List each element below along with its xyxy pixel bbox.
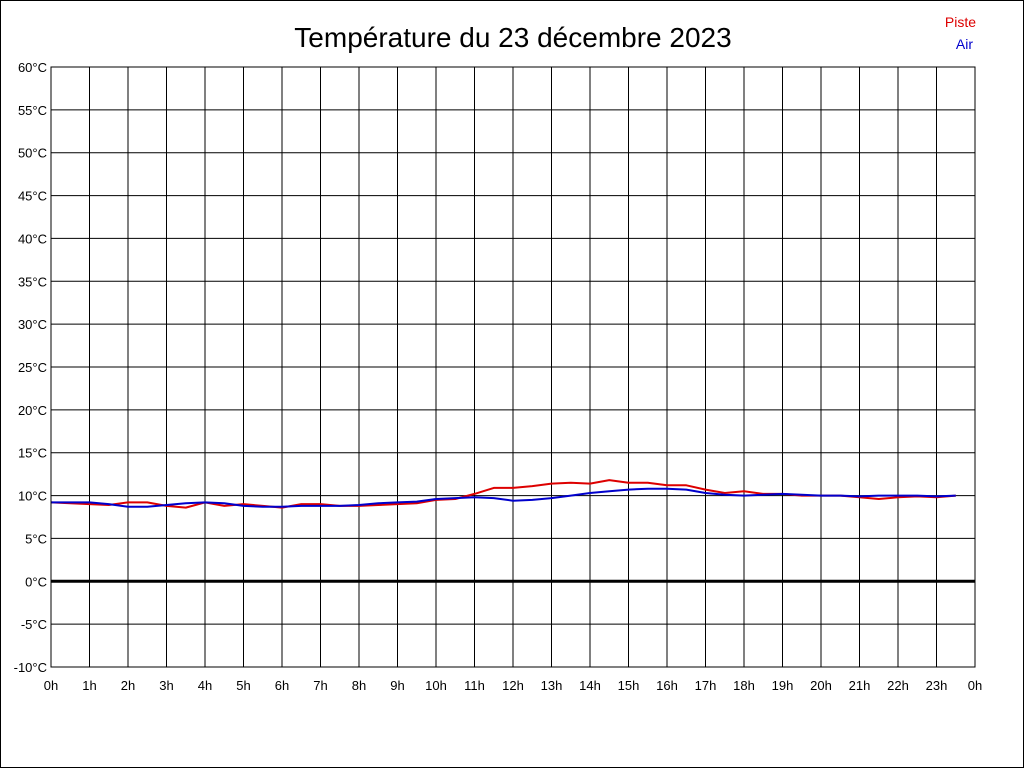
x-tick-label: 17h bbox=[695, 678, 717, 693]
y-tick-label: 5°C bbox=[25, 531, 47, 546]
x-tick-label: 14h bbox=[579, 678, 601, 693]
legend-entry-air: Air bbox=[956, 36, 973, 52]
grid bbox=[50, 66, 976, 668]
x-tick-label: 11h bbox=[464, 678, 485, 693]
x-tick-label: 1h bbox=[82, 678, 96, 693]
x-tick-label: 7h bbox=[313, 678, 327, 693]
x-tick-label: 3h bbox=[159, 678, 173, 693]
y-tick-label: 40°C bbox=[18, 231, 47, 246]
x-tick-label: 20h bbox=[810, 678, 832, 693]
x-tick-label: 10h bbox=[425, 678, 447, 693]
y-tick-label: 0°C bbox=[25, 574, 47, 589]
x-tick-label: 13h bbox=[541, 678, 563, 693]
y-tick-label: 60°C bbox=[18, 60, 47, 75]
y-tick-label: 25°C bbox=[18, 360, 47, 375]
legend: Piste Air bbox=[945, 14, 976, 52]
x-tick-label: 0h bbox=[968, 678, 982, 693]
x-tick-label: 23h bbox=[926, 678, 948, 693]
x-tick-label: 4h bbox=[198, 678, 212, 693]
y-tick-label: 55°C bbox=[18, 103, 47, 118]
x-tick-label: 0h bbox=[44, 678, 58, 693]
y-axis-ticks: -10°C -5°C 0°C 5°C 10°C 15°C 20°C 25°C 30°C 35°C 4… bbox=[14, 60, 47, 675]
x-tick-label: 2h bbox=[121, 678, 135, 693]
y-tick-label: 20°C bbox=[18, 403, 47, 418]
x-tick-label: 22h bbox=[887, 678, 909, 693]
x-tick-label: 9h bbox=[390, 678, 404, 693]
x-tick-label: 12h bbox=[502, 678, 524, 693]
y-tick-label: 45°C bbox=[18, 189, 47, 204]
x-tick-label: 16h bbox=[656, 678, 678, 693]
x-tick-label: 19h bbox=[772, 678, 794, 693]
y-tick-label: 50°C bbox=[18, 146, 47, 161]
plot-border bbox=[50, 66, 976, 668]
y-tick-label: 10°C bbox=[18, 489, 47, 504]
y-tick-label: 15°C bbox=[18, 446, 47, 461]
x-tick-label: 21h bbox=[849, 678, 871, 693]
x-tick-label: 5h bbox=[236, 678, 250, 693]
y-tick-label: -5°C bbox=[21, 617, 47, 632]
x-tick-label: 6h bbox=[275, 678, 289, 693]
y-tick-label: 35°C bbox=[18, 274, 47, 289]
y-tick-label: -10°C bbox=[14, 660, 47, 675]
legend-entry-piste: Piste bbox=[945, 14, 976, 30]
chart-title: Température du 23 décembre 2023 bbox=[294, 22, 731, 53]
x-axis-ticks: 0h 1h 2h 3h 4h 5h 6h 7h 8h 9h 10h 11h 12h 13h 14h 15h 16… bbox=[44, 678, 982, 693]
x-tick-label: 15h bbox=[618, 678, 640, 693]
y-tick-label: 30°C bbox=[18, 317, 47, 332]
series-group bbox=[50, 479, 956, 509]
x-tick-label: 8h bbox=[352, 678, 366, 693]
series-line-air bbox=[51, 487, 956, 508]
x-tick-label: 18h bbox=[733, 678, 755, 693]
